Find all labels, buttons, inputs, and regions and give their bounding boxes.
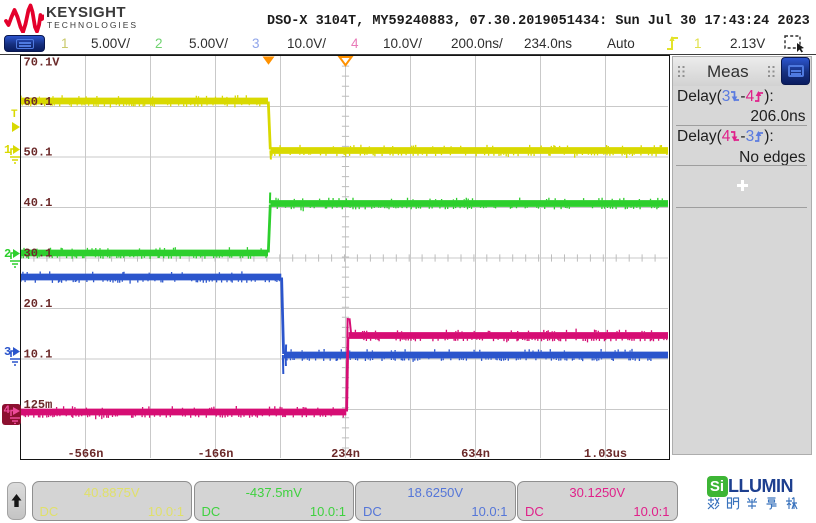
svg-text:-566n: -566n <box>67 447 103 458</box>
svg-text:634n: 634n <box>461 447 490 458</box>
svg-text:1.03us: 1.03us <box>583 447 626 458</box>
svg-text:50.1: 50.1 <box>23 145 52 159</box>
svg-text:10.1: 10.1 <box>23 347 52 361</box>
svg-text:234n: 234n <box>331 447 360 458</box>
svg-text:30.1: 30.1 <box>23 246 52 260</box>
svg-text:20.1: 20.1 <box>23 297 52 311</box>
svg-text:125m: 125m <box>23 398 52 412</box>
svg-text:-166n: -166n <box>197 447 233 458</box>
svg-text:60.1: 60.1 <box>23 95 52 109</box>
svg-text:70.1V: 70.1V <box>23 56 60 70</box>
svg-text:40.1: 40.1 <box>23 196 52 210</box>
